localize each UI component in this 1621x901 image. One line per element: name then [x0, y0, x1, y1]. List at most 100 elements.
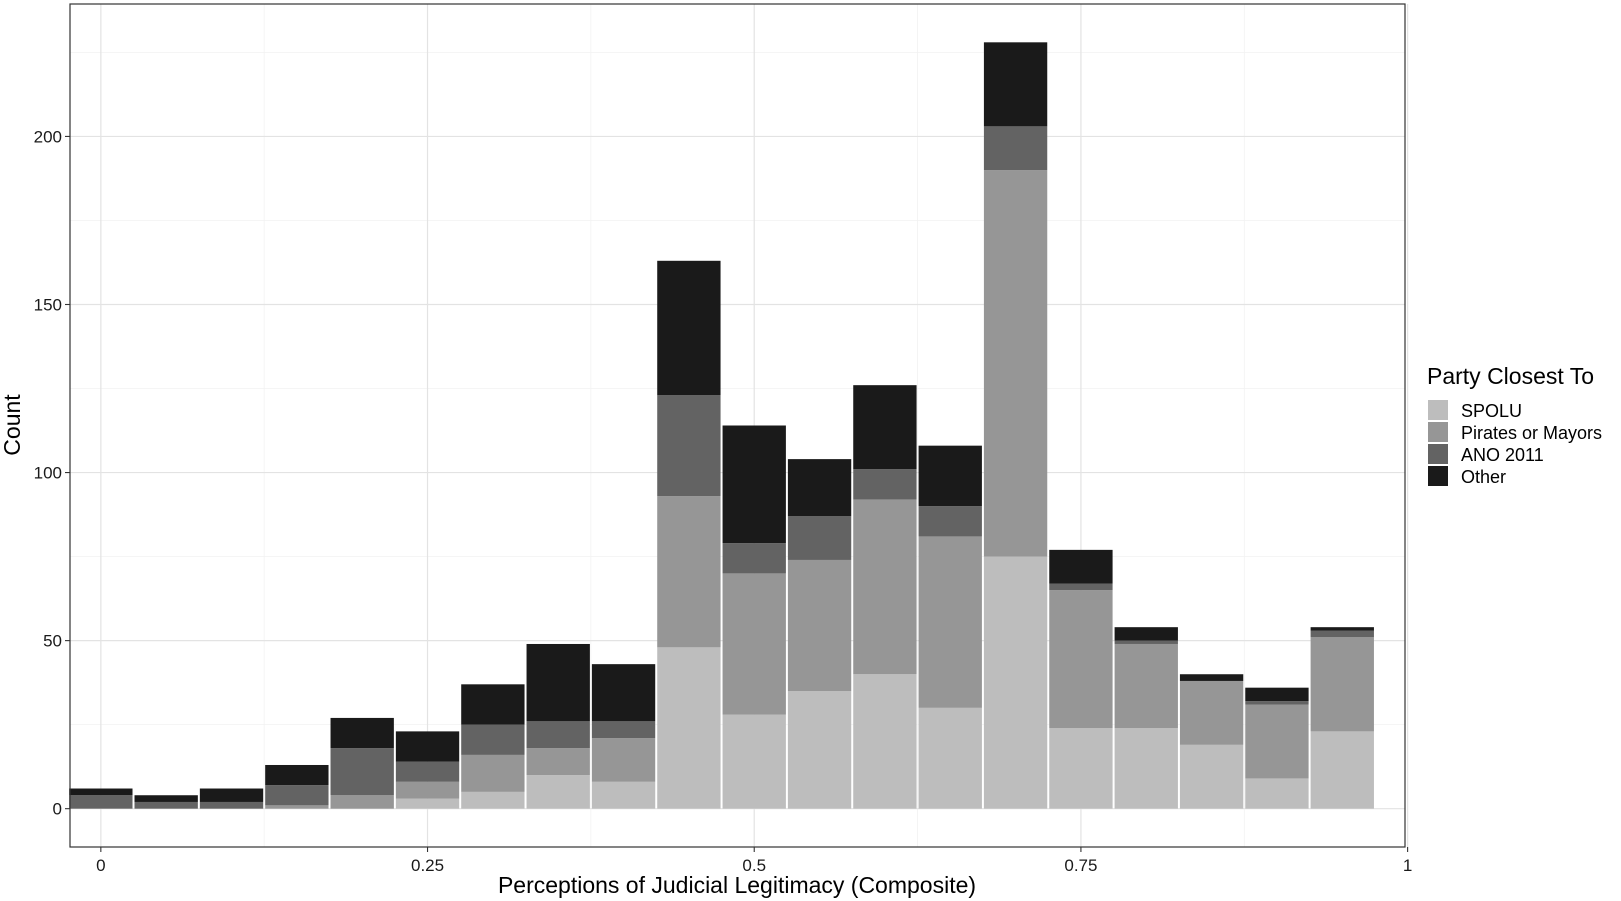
- legend-title: Party Closest To: [1427, 363, 1594, 389]
- bar-segment-other: [1114, 627, 1178, 641]
- bar-segment-pirates-or-mayors: [1179, 680, 1244, 745]
- x-tick-label: 0.5: [742, 856, 766, 875]
- x-axis-ticks: 0 0.25 0.5 0.75 1: [96, 847, 1412, 875]
- y-axis-ticks: 0 50 100 150 200: [34, 127, 70, 819]
- bar-segment-ano-2011: [722, 543, 786, 574]
- bar-segment-pirates-or-mayors: [853, 499, 917, 675]
- bar-segment-other: [1245, 687, 1309, 702]
- bar-segment-spolu: [983, 556, 1048, 809]
- bar-segment-other: [1310, 627, 1374, 631]
- bar-segment-other: [330, 717, 394, 749]
- bar-segment-other: [69, 788, 133, 796]
- x-tick-label: 1: [1403, 856, 1412, 875]
- bar-segment-ano-2011: [134, 801, 198, 809]
- bar-segment-ano-2011: [591, 721, 656, 739]
- bar-segment-spolu: [1049, 728, 1113, 809]
- bar-segment-pirates-or-mayors: [1114, 643, 1178, 729]
- bar-segment-pirates-or-mayors: [461, 754, 525, 792]
- x-axis-title: Perceptions of Judicial Legitimacy (Comp…: [498, 872, 976, 898]
- bar-segment-other: [1049, 549, 1113, 584]
- bar-segment-ano-2011: [657, 395, 721, 497]
- bar-segment-ano-2011: [1245, 701, 1309, 705]
- bar-segment-spolu: [1114, 728, 1178, 809]
- bar-segment-spolu: [461, 791, 525, 809]
- bar-segment-spolu: [853, 674, 917, 809]
- bar-segment-ano-2011: [918, 506, 982, 537]
- bar-segment-other: [983, 42, 1048, 127]
- legend-label: Pirates or Mayors: [1461, 423, 1602, 443]
- bar-segment-ano-2011: [199, 801, 264, 809]
- bar-segment-ano-2011: [461, 724, 525, 755]
- y-tick-label: 100: [34, 464, 62, 483]
- bar-segment-spolu: [526, 775, 590, 809]
- x-tick-label: 0.25: [411, 856, 444, 875]
- bar-segment-ano-2011: [853, 469, 917, 500]
- bar-segment-pirates-or-mayors: [918, 536, 982, 708]
- legend-swatch: [1428, 400, 1448, 420]
- bar-segment-pirates-or-mayors: [657, 496, 721, 648]
- bar-segment-pirates-or-mayors: [1049, 590, 1113, 729]
- bar-segment-pirates-or-mayors: [265, 805, 329, 809]
- bar-segment-ano-2011: [983, 126, 1048, 171]
- bar-segment-spolu: [395, 798, 460, 809]
- bar-segment-ano-2011: [265, 785, 329, 806]
- y-tick-label: 50: [43, 632, 62, 651]
- y-tick-label: 200: [34, 127, 62, 146]
- bar-segment-ano-2011: [330, 748, 394, 796]
- bar-segment-ano-2011: [1049, 583, 1113, 591]
- bar-segment-other: [657, 260, 721, 396]
- bar-segment-other: [526, 643, 590, 722]
- bar-stacks: [69, 42, 1374, 809]
- bar-segment-spolu: [787, 691, 852, 809]
- bar-segment-pirates-or-mayors: [330, 795, 394, 809]
- bar-segment-other: [134, 795, 198, 802]
- bar-segment-pirates-or-mayors: [526, 748, 590, 776]
- legend-label: ANO 2011: [1461, 445, 1544, 465]
- y-tick-label: 150: [34, 295, 62, 314]
- bar-segment-other: [265, 764, 329, 786]
- bar-segment-ano-2011: [526, 721, 590, 749]
- legend-label: SPOLU: [1461, 401, 1522, 421]
- bar-segment-spolu: [722, 714, 786, 809]
- bar-segment-other: [199, 788, 264, 802]
- panel-border: [69, 3, 1406, 848]
- bar-segment-pirates-or-mayors: [787, 559, 852, 692]
- bar-segment-spolu: [1245, 778, 1309, 809]
- bar-segment-other: [591, 664, 656, 722]
- bar-segment-ano-2011: [395, 761, 460, 782]
- legend-label: Other: [1461, 467, 1506, 487]
- x-tick-label: 0: [96, 856, 105, 875]
- legend-swatch: [1428, 422, 1448, 442]
- legend-swatch: [1428, 444, 1448, 464]
- bar-segment-ano-2011: [1114, 640, 1178, 644]
- bar-segment-pirates-or-mayors: [591, 738, 656, 782]
- bar-segment-spolu: [657, 647, 721, 809]
- bar-segment-ano-2011: [787, 516, 852, 560]
- bar-segment-other: [395, 731, 460, 762]
- bar-segment-other: [787, 459, 852, 517]
- legend-swatch: [1428, 466, 1448, 486]
- grid-minor-x: [263, 4, 1245, 847]
- y-tick-label: 0: [53, 800, 62, 819]
- bar-segment-pirates-or-mayors: [395, 781, 460, 799]
- bar-segment-other: [853, 385, 917, 470]
- bar-segment-pirates-or-mayors: [983, 170, 1048, 557]
- x-tick-label: 0.75: [1064, 856, 1097, 875]
- bar-segment-pirates-or-mayors: [1310, 637, 1374, 732]
- bar-segment-pirates-or-mayors: [1245, 704, 1309, 779]
- bar-segment-other: [1179, 674, 1244, 681]
- bar-segment-other: [461, 684, 525, 725]
- bar-segment-spolu: [1179, 744, 1244, 809]
- bar-segment-other: [722, 425, 786, 544]
- y-axis-title: Count: [0, 394, 25, 456]
- bar-segment-other: [918, 445, 982, 507]
- bar-segment-spolu: [918, 707, 982, 809]
- bar-segment-ano-2011: [1310, 630, 1374, 638]
- bar-segment-ano-2011: [69, 795, 133, 809]
- bar-segment-spolu: [591, 781, 656, 809]
- bar-segment-spolu: [1310, 731, 1374, 809]
- bar-segment-pirates-or-mayors: [722, 573, 786, 715]
